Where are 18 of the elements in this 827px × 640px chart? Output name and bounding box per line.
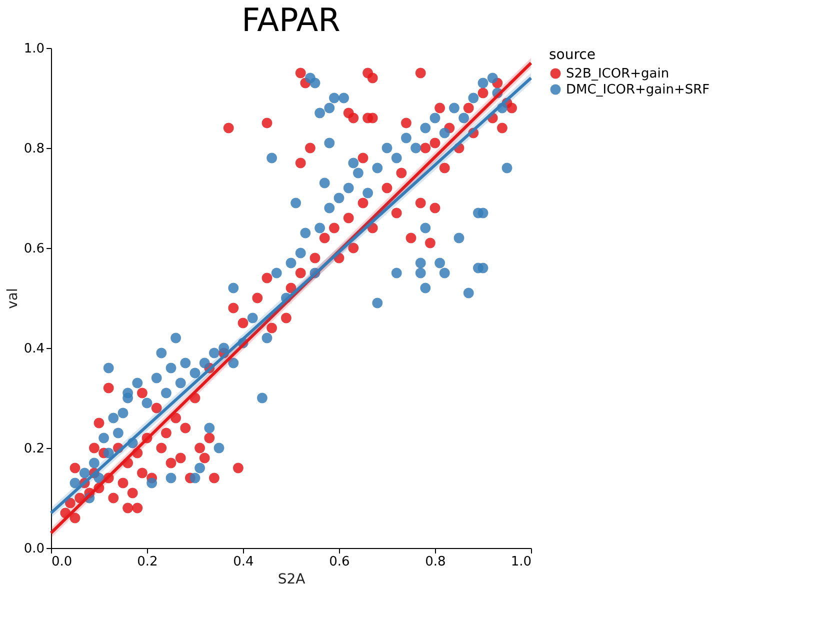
x-tick-label: 0.0 [52, 554, 72, 570]
chart-title: FAPAR [242, 1, 340, 39]
y-tick-label: 0.0 [24, 542, 44, 556]
x-tick-label: 1.0 [510, 554, 532, 570]
y-tick-label: 0.4 [24, 342, 44, 356]
y-tick-label: 0.8 [24, 142, 44, 156]
x-axis-title: S2A [278, 572, 306, 588]
legend-title: source [549, 47, 596, 63]
y-tick-label: 0.2 [24, 442, 44, 456]
x-tick-label: 0.4 [233, 554, 254, 570]
legend-label: S2B_ICOR+gain [566, 66, 670, 82]
x-tick-label: 0.8 [425, 554, 446, 570]
y-tick-label: 1.0 [24, 42, 44, 56]
x-tick-label: 0.2 [137, 554, 158, 570]
y-axis-title: val [4, 288, 21, 309]
legend-label: DMC_ICOR+gain+SRF [566, 82, 710, 98]
x-tick-label: 0.6 [329, 554, 350, 570]
y-tick-label: 0.6 [24, 242, 44, 256]
